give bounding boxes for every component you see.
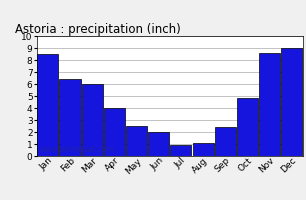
Bar xyxy=(215,127,236,156)
Bar xyxy=(281,48,302,156)
Bar xyxy=(37,54,58,156)
Bar xyxy=(148,132,169,156)
Bar xyxy=(170,145,192,156)
Bar xyxy=(259,53,280,156)
Bar xyxy=(82,84,103,156)
Bar xyxy=(104,108,125,156)
Text: Astoria : precipitation (inch): Astoria : precipitation (inch) xyxy=(15,23,181,36)
Bar xyxy=(126,126,147,156)
Bar xyxy=(59,79,80,156)
Text: www.allmetsat.com: www.allmetsat.com xyxy=(39,145,114,154)
Bar xyxy=(192,143,214,156)
Bar xyxy=(237,98,258,156)
